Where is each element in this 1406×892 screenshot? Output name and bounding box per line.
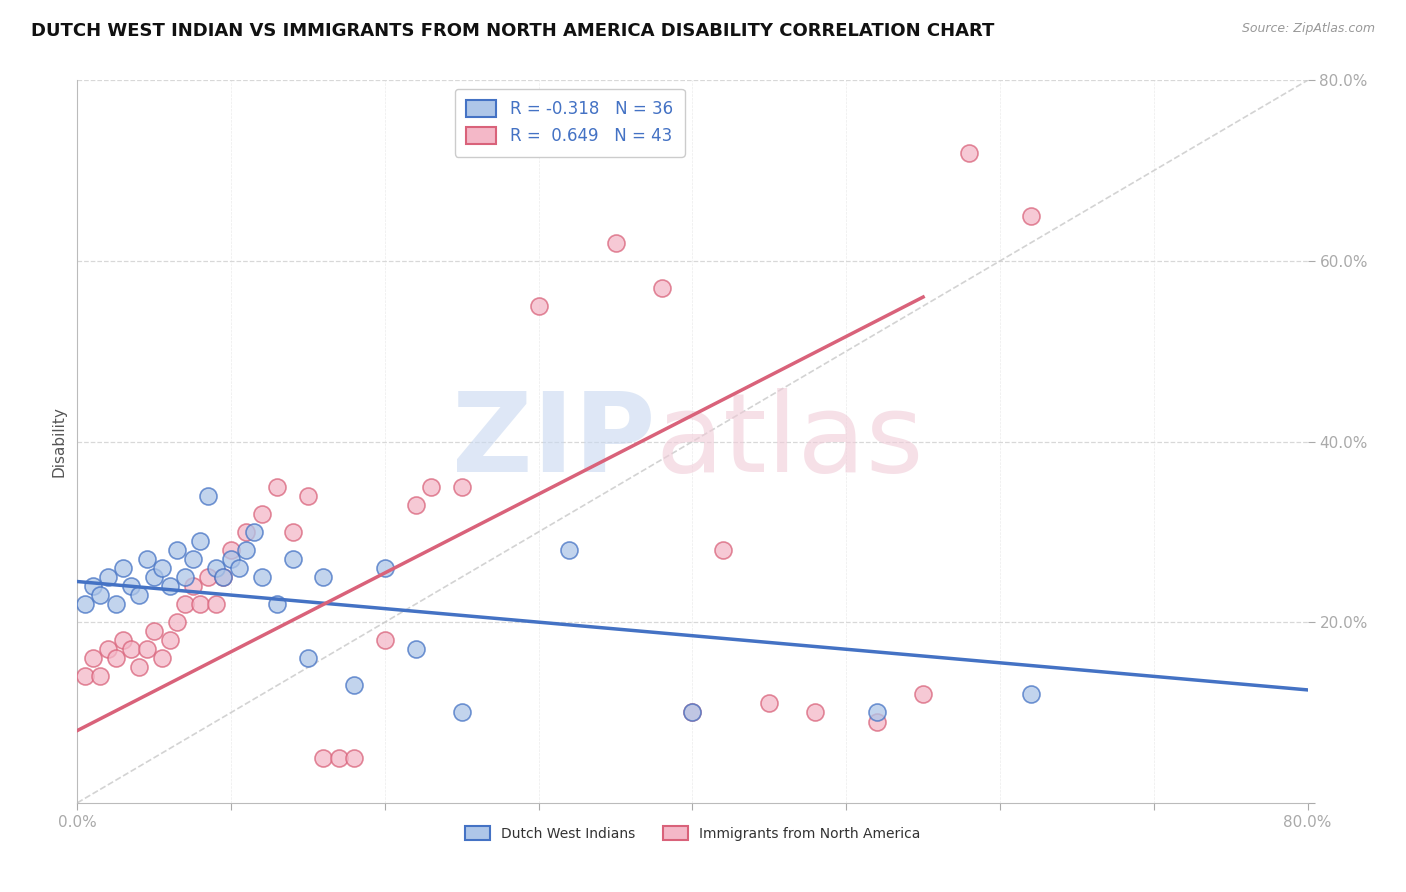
Point [135,642,157,657]
Point [235,524,257,539]
Y-axis label: Disability: Disability [51,406,66,477]
Point [97,642,120,657]
Text: Source: ZipAtlas.com: Source: ZipAtlas.com [1241,22,1375,36]
Point [212,570,235,584]
Text: DUTCH WEST INDIAN VS IMMIGRANTS FROM NORTH AMERICA DISABILITY CORRELATION CHART: DUTCH WEST INDIAN VS IMMIGRANTS FROM NOR… [31,22,994,40]
Point [651,281,673,295]
Point [188,597,212,611]
Text: atlas: atlas [655,388,924,495]
Point [312,750,335,764]
Point [135,552,157,566]
Point [204,597,226,611]
Point [120,579,142,593]
Legend: Dutch West Indians, Immigrants from North America: Dutch West Indians, Immigrants from Nort… [460,821,925,847]
Point [374,561,396,575]
Point [682,706,704,720]
Point [150,561,173,575]
Point [104,597,127,611]
Point [281,552,304,566]
Point [104,651,127,665]
Point [297,651,319,665]
Point [1019,687,1042,701]
Point [1019,209,1042,223]
Point [128,660,150,674]
Point [112,633,135,648]
Point [405,642,427,657]
Point [166,615,188,630]
Point [73,597,96,611]
Point [159,633,181,648]
Point [250,570,273,584]
Point [243,524,266,539]
Point [266,480,288,494]
Point [266,597,288,611]
Point [143,624,166,639]
Point [281,524,304,539]
Point [212,570,235,584]
Point [558,542,581,557]
Point [204,561,226,575]
Point [219,552,242,566]
Point [219,542,242,557]
Point [228,561,250,575]
Point [73,669,96,683]
Point [804,706,827,720]
Point [420,480,443,494]
Point [250,507,273,521]
Point [181,552,204,566]
Point [450,706,472,720]
Point [150,651,173,665]
Point [89,588,111,602]
Point [450,480,472,494]
Point [682,706,704,720]
Text: ZIP: ZIP [453,388,655,495]
Point [112,561,135,575]
Point [758,697,780,711]
Point [89,669,111,683]
Point [312,570,335,584]
Point [174,597,197,611]
Point [188,533,212,548]
Point [166,542,188,557]
Point [181,579,204,593]
Point [405,498,427,512]
Point [82,579,104,593]
Point [343,750,366,764]
Point [197,570,219,584]
Point [912,687,935,701]
Point [143,570,166,584]
Point [866,714,889,729]
Point [174,570,197,584]
Point [328,750,350,764]
Point [527,299,550,313]
Point [197,489,219,503]
Point [120,642,142,657]
Point [957,145,980,160]
Point [235,542,257,557]
Point [82,651,104,665]
Point [605,235,627,250]
Point [159,579,181,593]
Point [297,489,319,503]
Point [866,706,889,720]
Point [374,633,396,648]
Point [128,588,150,602]
Point [97,570,120,584]
Point [711,542,734,557]
Point [343,678,366,692]
